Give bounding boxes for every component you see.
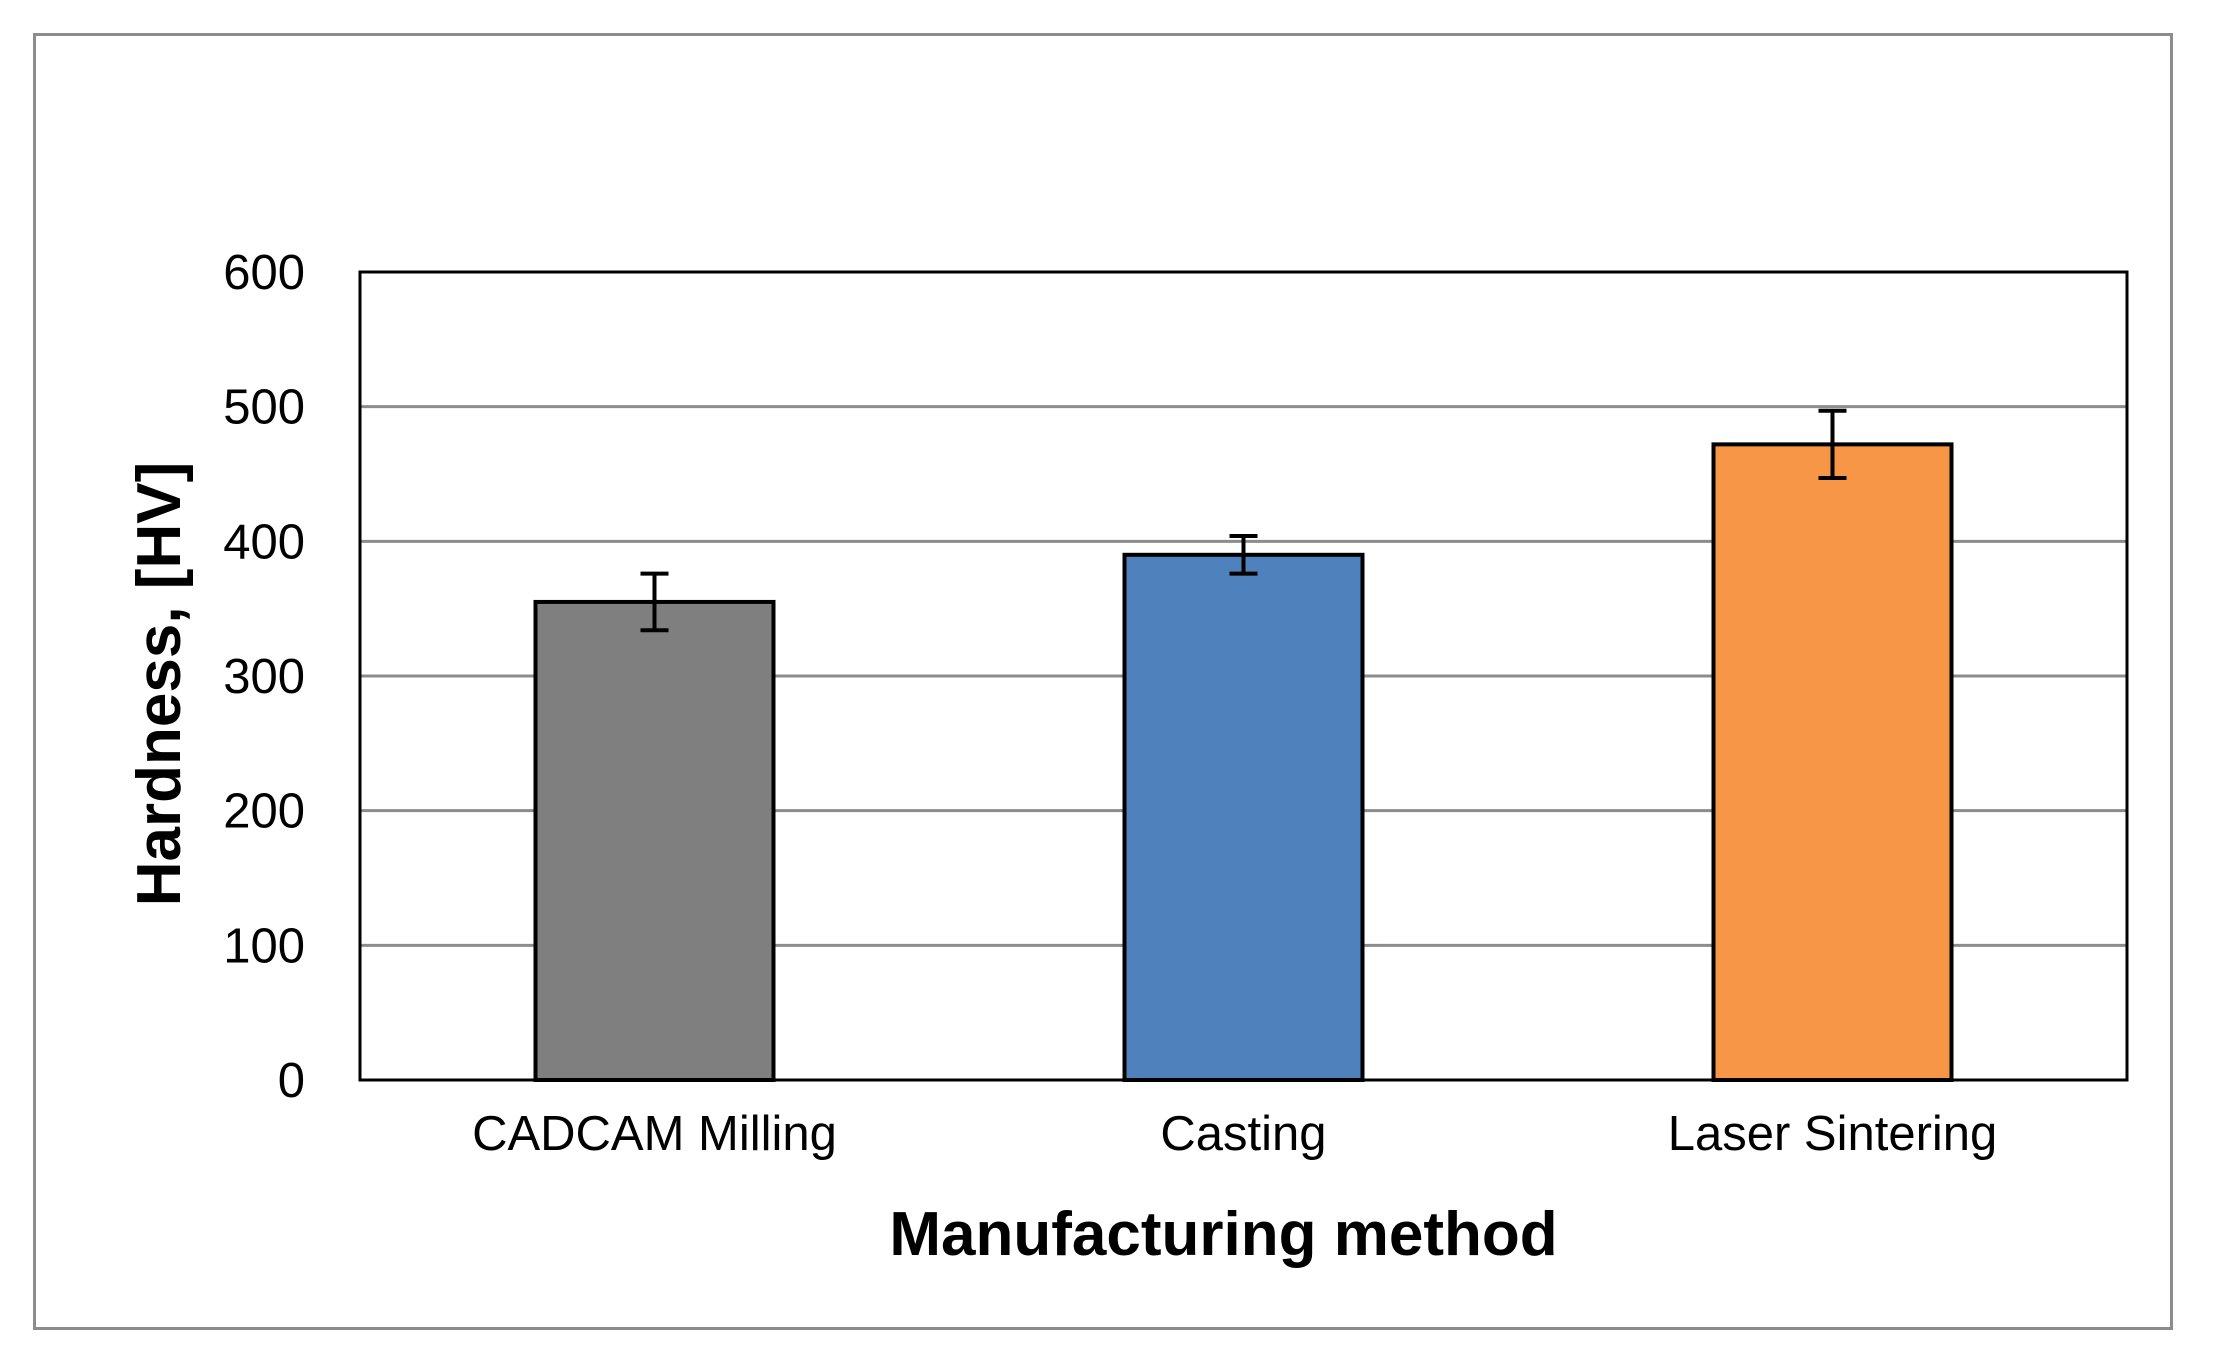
y-tick-label: 0 bbox=[278, 1054, 305, 1108]
y-tick-label: 600 bbox=[223, 246, 305, 300]
bar-cadcam-milling bbox=[533, 599, 776, 1083]
plot-area-border bbox=[358, 270, 2129, 1082]
y-tick-label: 400 bbox=[223, 515, 305, 569]
bars bbox=[533, 442, 1954, 1083]
bar-casting bbox=[1122, 552, 1365, 1082]
x-axis-categories: CADCAM Milling Casting Laser Sintering bbox=[472, 1107, 1997, 1161]
bar-laser-sintering bbox=[1711, 442, 1954, 1082]
y-tick-label: 200 bbox=[223, 785, 305, 839]
x-category-label: Casting bbox=[1160, 1107, 1326, 1161]
y-axis-title: Hardness, [HV] bbox=[125, 462, 194, 906]
y-axis-ticks: 0 100 200 300 400 500 600 bbox=[223, 246, 305, 1108]
x-category-label: CADCAM Milling bbox=[472, 1107, 837, 1161]
x-category-label: Laser Sintering bbox=[1668, 1107, 1998, 1161]
y-tick-label: 100 bbox=[223, 919, 305, 973]
x-axis-title: Manufacturing method bbox=[889, 1200, 1557, 1269]
error-bars bbox=[640, 408, 1847, 633]
y-tick-label: 300 bbox=[223, 650, 305, 704]
y-tick-label: 500 bbox=[223, 381, 305, 435]
